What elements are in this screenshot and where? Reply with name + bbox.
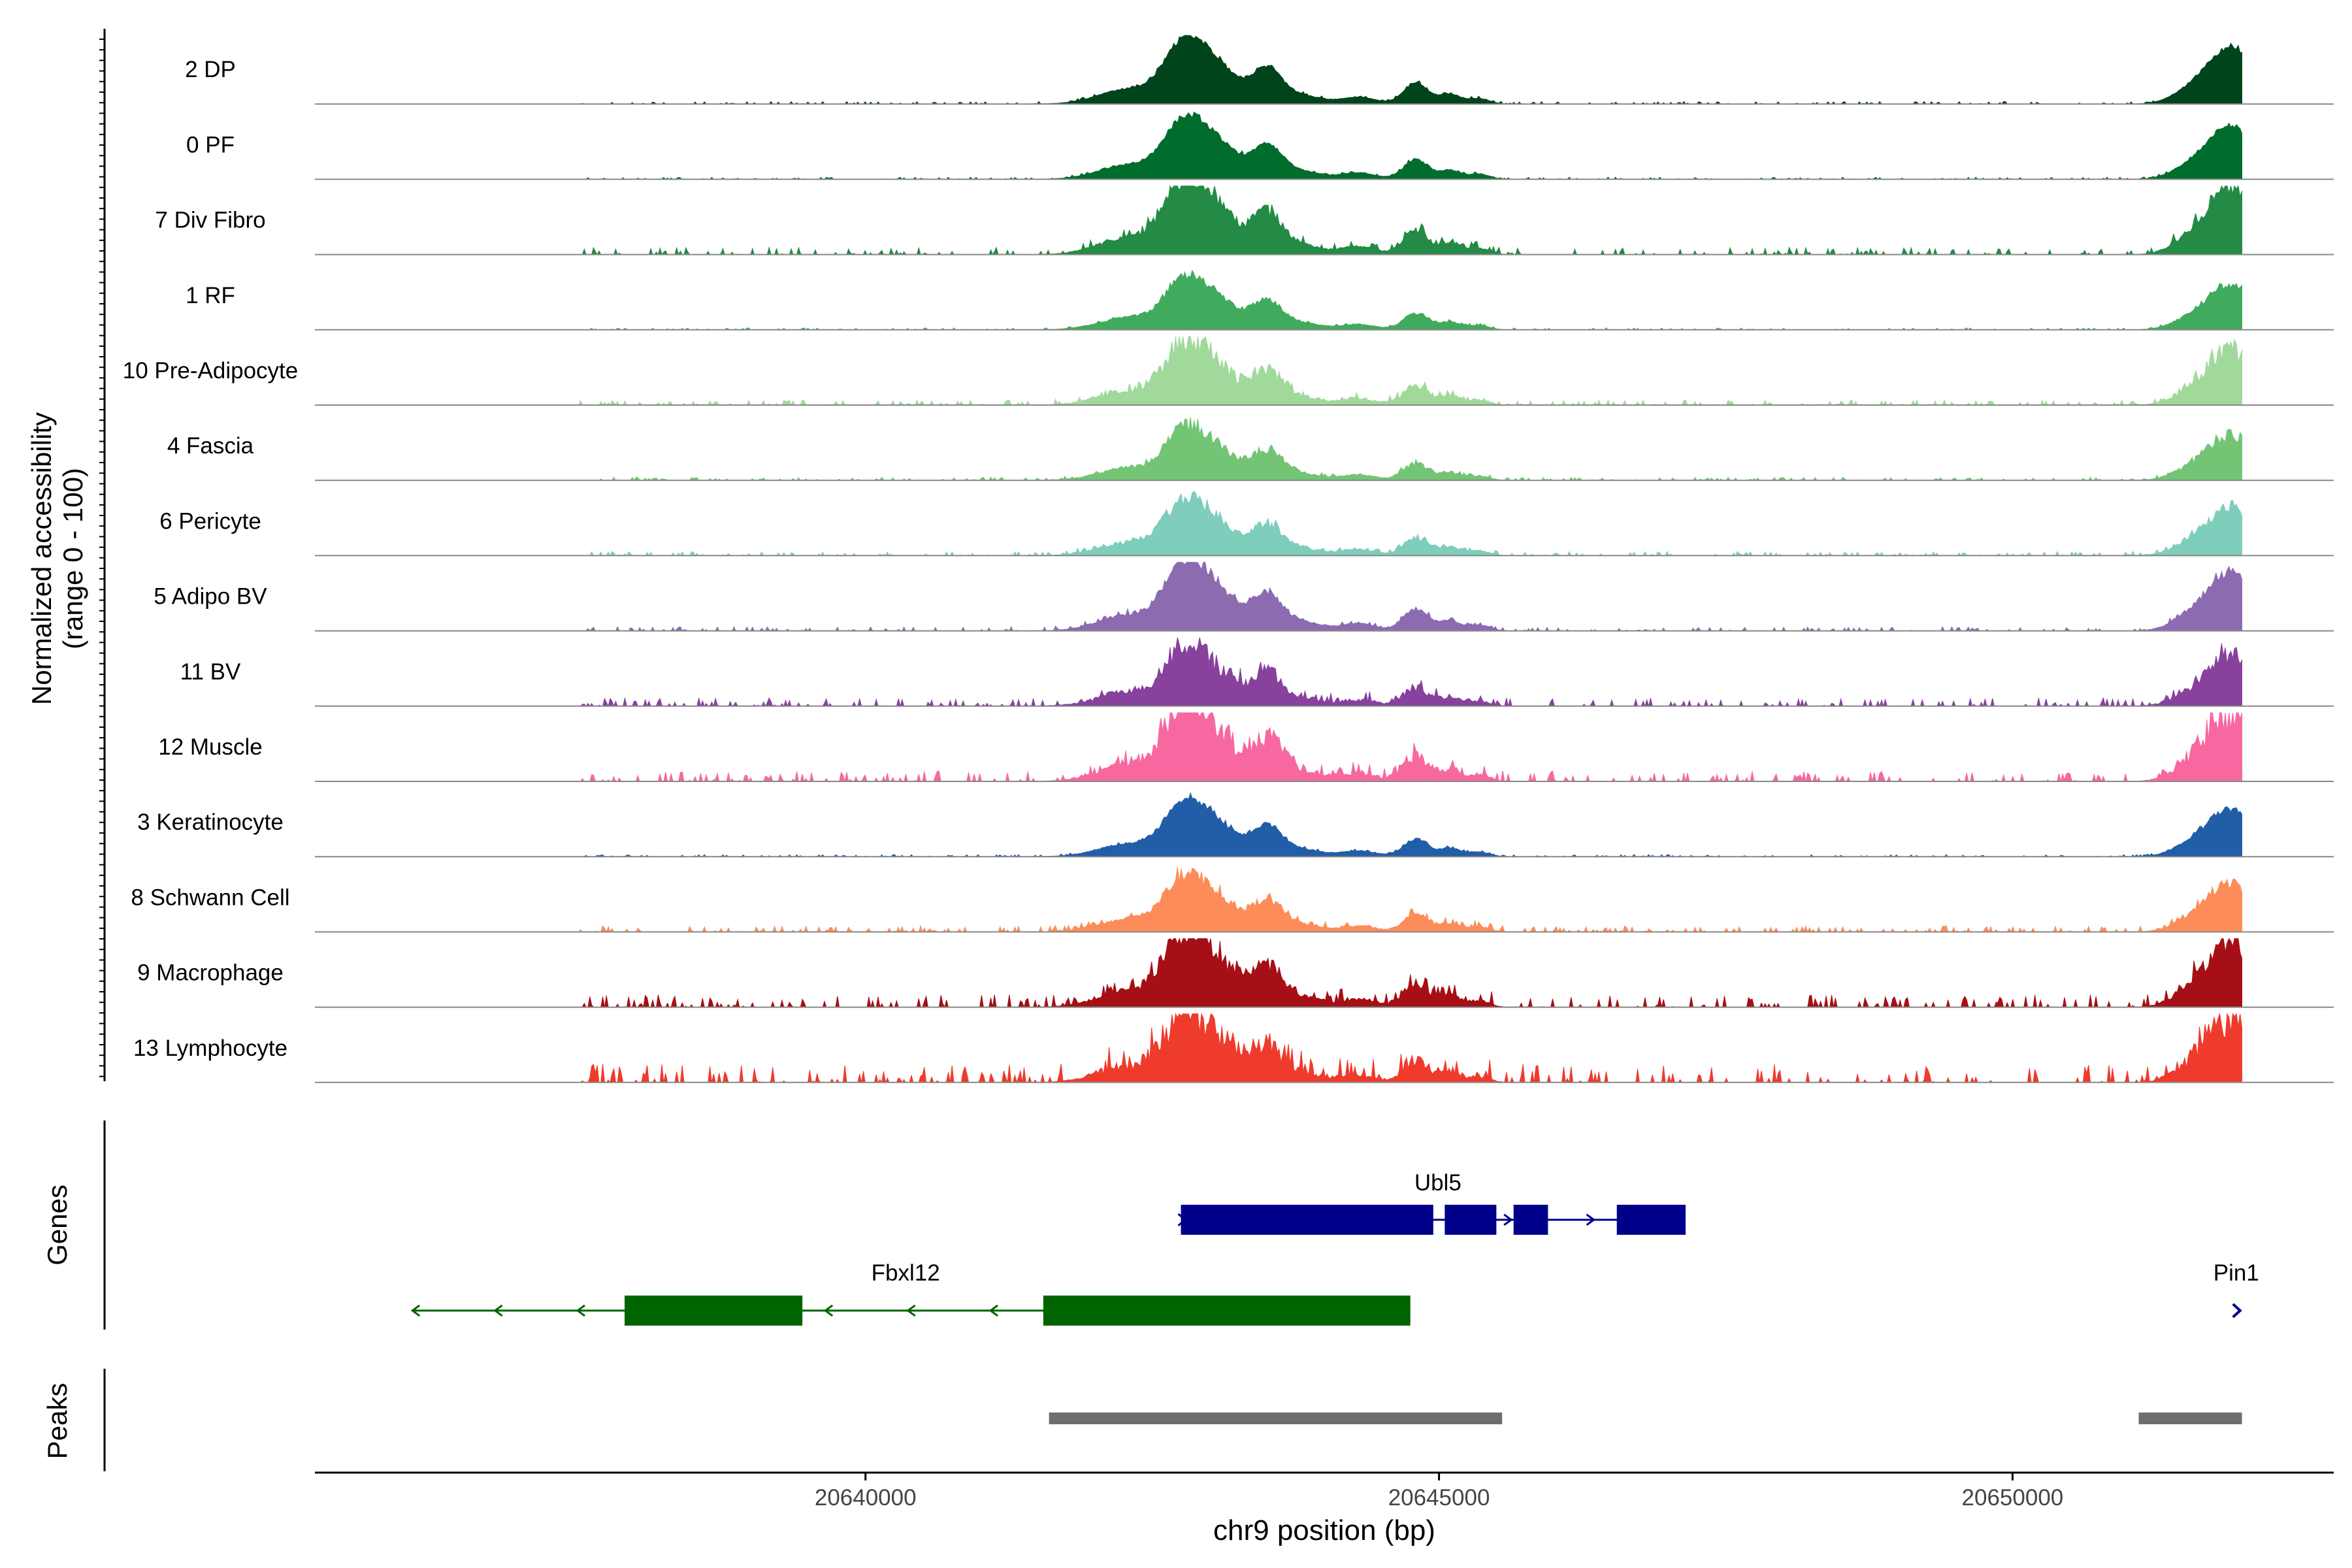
track-label-2: 0 PF [186, 132, 235, 157]
gene-label-ubl5: Ubl5 [1414, 1170, 1462, 1196]
track-area-5 [578, 335, 2242, 406]
track-3: 7 Div Fibro [155, 185, 2334, 256]
track-label-1: 2 DP [185, 57, 236, 82]
track-area-6 [578, 417, 2242, 482]
track-2: 0 PF [186, 111, 2334, 180]
track-label-14: 13 Lymphocyte [133, 1036, 287, 1061]
gene-ubl5: Ubl5 [1177, 1170, 1686, 1235]
peaks-panel: Peaks [42, 1369, 2242, 1471]
strand-arrow-icon [576, 1304, 585, 1317]
track-14: 13 Lymphocyte [133, 1012, 2334, 1084]
track-8: 5 Adipo BV [154, 562, 2334, 632]
strand-arrow-icon [493, 1304, 503, 1317]
peak-bar-1 [1049, 1413, 1503, 1424]
coverage-tracks: 2 DP 0 PF 7 Div Fibro 1 RF 10 Pre-Adipocyte 4… [123, 35, 2334, 1084]
accessibility-axis-ticks [99, 39, 105, 1077]
track-area-13 [578, 937, 2242, 1009]
strand-arrow-icon [2232, 1303, 2242, 1318]
track-5: 10 Pre-Adipocyte [123, 335, 2334, 406]
track-12: 8 Schwann Cell [131, 866, 2334, 933]
x-tick-label: 20645000 [1388, 1485, 1490, 1511]
track-10: 12 Muscle [158, 712, 2334, 783]
strand-arrow-icon [410, 1304, 421, 1317]
track-label-4: 1 RF [186, 283, 235, 308]
track-label-12: 8 Schwann Cell [131, 885, 289, 910]
track-area-1 [578, 35, 2242, 105]
track-area-8 [578, 562, 2242, 632]
gene-label-fbxl12: Fbxl12 [872, 1260, 940, 1286]
gene-label-pin1: Pin1 [2213, 1260, 2259, 1286]
track-area-12 [578, 866, 2242, 933]
track-1: 2 DP [185, 35, 2334, 105]
track-label-13: 9 Macrophage [137, 960, 284, 986]
peak-bar-2 [2138, 1413, 2242, 1424]
track-6: 4 Fascia [167, 417, 2334, 482]
gene-exon [1513, 1205, 1548, 1235]
track-9: 11 BV [180, 637, 2334, 708]
gene-exon [1616, 1205, 1686, 1235]
peaks-label: Peaks [42, 1383, 73, 1460]
x-tick-label: 20640000 [815, 1485, 917, 1511]
strand-arrow-icon [823, 1304, 834, 1317]
gene-exon [625, 1296, 803, 1326]
x-axis: 20640000 20645000 20650000 chr9 position (… [315, 1471, 2334, 1546]
accessibility-y-axis: Normalized accessibility (range 0 - 100) [26, 29, 106, 1081]
gene-exon [1445, 1205, 1497, 1235]
track-area-14 [578, 1012, 2242, 1084]
track-area-9 [578, 637, 2242, 708]
strand-arrow-icon [1503, 1213, 1513, 1226]
strand-arrow-icon [988, 1304, 998, 1317]
accessibility-ylabel-line2: (range 0 - 100) [57, 468, 88, 649]
track-label-9: 11 BV [180, 659, 241, 685]
peak-bars [1049, 1413, 2242, 1424]
gene-pin1: Pin1 [2213, 1260, 2259, 1318]
genes-panel: Genes Ubl5 Fbxl12 Pin1 [42, 1120, 2259, 1330]
accessibility-ylabel-line1: Normalized accessibility [26, 412, 57, 705]
track-4: 1 RF [186, 269, 2334, 331]
track-label-7: 6 Pericyte [159, 508, 261, 534]
track-area-11 [578, 792, 2242, 857]
x-axis-ticks: 20640000 20645000 20650000 [815, 1473, 2063, 1511]
gene-fbxl12: Fbxl12 [410, 1260, 1411, 1326]
track-13: 9 Macrophage [137, 937, 2334, 1009]
track-label-3: 7 Div Fibro [155, 208, 265, 233]
strand-arrow-icon [1177, 1213, 1186, 1227]
track-area-2 [578, 111, 2242, 180]
gene-tracks: Ubl5 Fbxl12 Pin1 [410, 1170, 2259, 1326]
x-tick-label: 20650000 [1962, 1485, 2064, 1511]
gene-exon [1043, 1296, 1411, 1326]
track-11: 3 Keratinocyte [137, 792, 2334, 858]
strand-arrow-icon [1586, 1213, 1596, 1226]
genes-label: Genes [42, 1184, 73, 1266]
track-label-8: 5 Adipo BV [154, 584, 267, 610]
strand-arrow-icon [906, 1304, 916, 1317]
track-label-5: 10 Pre-Adipocyte [123, 358, 298, 384]
track-area-3 [578, 185, 2242, 256]
track-area-10 [578, 712, 2242, 783]
track-7: 6 Pericyte [159, 491, 2334, 557]
track-label-10: 12 Muscle [158, 734, 263, 760]
track-area-7 [578, 491, 2242, 557]
track-label-11: 3 Keratinocyte [137, 809, 284, 835]
gene-exon [1181, 1205, 1433, 1235]
x-axis-title: chr9 position (bp) [1213, 1514, 1435, 1546]
track-area-4 [578, 269, 2242, 331]
track-label-6: 4 Fascia [167, 433, 254, 459]
